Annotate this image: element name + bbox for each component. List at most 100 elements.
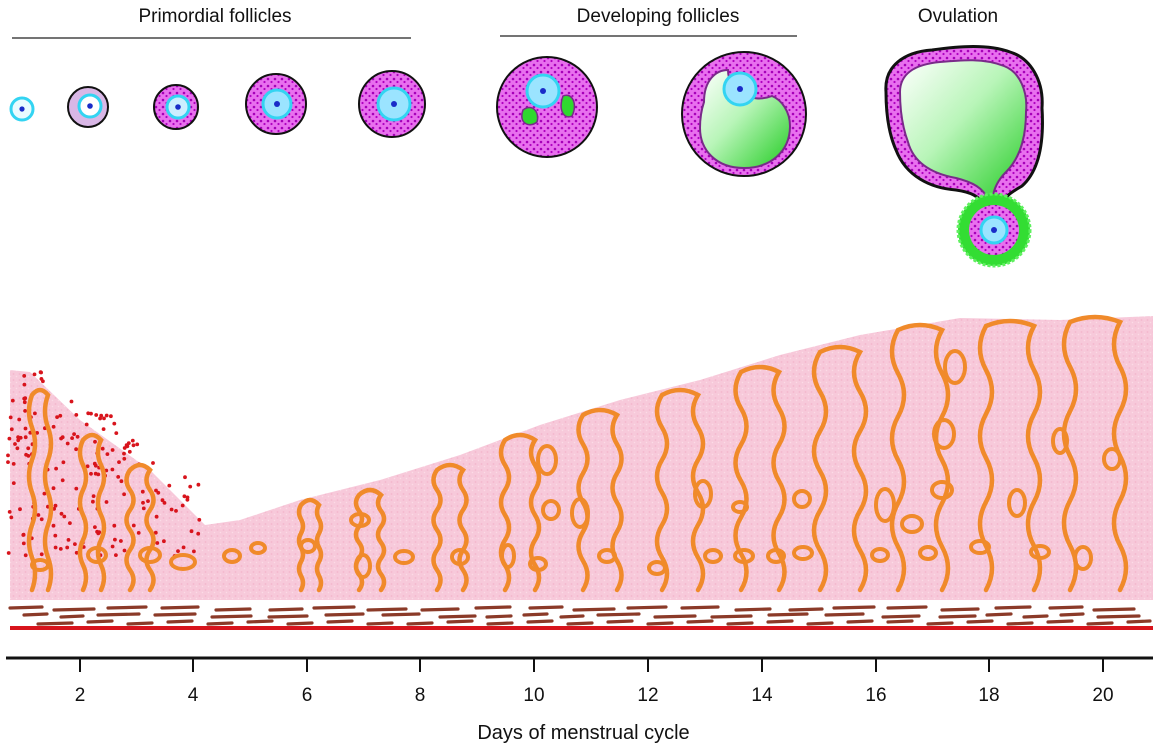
menstrual-blood-dot [22, 400, 27, 405]
menstrual-blood-dot [113, 537, 117, 542]
menstrual-blood-dot [6, 453, 10, 458]
basal-vessel [526, 619, 554, 624]
gland-cross-section [393, 549, 415, 565]
menstrual-blood-dot [18, 507, 22, 512]
basal-vessel [559, 614, 585, 619]
basal-vessel [646, 621, 674, 626]
menstrual-blood-dot [22, 374, 27, 378]
basal-vessel [994, 605, 1032, 610]
menstrual-blood-dot [23, 435, 28, 440]
menstrual-blood-dot [23, 553, 28, 558]
menstrual-blood-dot [151, 461, 155, 465]
developing-follicles-heading: Developing follicles [576, 6, 740, 27]
gland-cross-section [570, 497, 590, 529]
endometrial-gland [296, 497, 324, 593]
menstrual-blood-dot [162, 501, 167, 505]
x-axis-title: Days of menstrual cycle [477, 722, 690, 744]
menstrual-blood-dot [105, 452, 110, 456]
menstrual-blood-dot [11, 481, 16, 485]
basal-vessel [886, 619, 914, 624]
menstrual-blood-dot [89, 411, 93, 416]
menstrual-blood-dot [140, 489, 145, 494]
x-tick-label-20: 20 [1092, 685, 1113, 706]
x-tick-label-4: 4 [188, 685, 199, 706]
basal-vessel [153, 612, 197, 617]
basal-vessel [126, 621, 154, 626]
menstrual-blood-dot [92, 461, 97, 466]
x-tick-label-10: 10 [523, 685, 544, 706]
menstrual-blood-dot [93, 439, 97, 444]
menstrual-blood-dot [119, 479, 124, 484]
basal-vessel [1126, 619, 1152, 624]
basal-vessel [966, 619, 994, 624]
menstrual-blood-dot [197, 517, 202, 522]
basal-vessel [485, 614, 513, 619]
gland-cross-section [500, 543, 516, 569]
menstrual-blood-dot [21, 533, 26, 537]
basal-vessel [767, 612, 809, 617]
basal-vessel [366, 621, 394, 626]
menstrual-blood-dot [119, 539, 123, 543]
x-tick-label-12: 12 [637, 685, 658, 706]
menstrual-blood-dot [135, 442, 140, 447]
gland-cross-section [169, 553, 197, 571]
menstrual-blood-dot [11, 462, 16, 466]
menstrual-blood-dot [114, 553, 118, 557]
basal-vessel [166, 619, 194, 624]
basal-vessel [267, 614, 309, 619]
endometrial-gland [431, 462, 469, 593]
menstrual-blood-dot [21, 541, 26, 546]
menstrual-blood-dot [112, 421, 117, 426]
menstrual-blood-dot [93, 525, 97, 529]
menstrual-blood-dot [7, 436, 12, 441]
menstrual-blood-dot [59, 511, 64, 516]
menstrual-blood-dot [51, 523, 56, 528]
x-tick-label-6: 6 [302, 685, 313, 706]
basal-vessel [734, 607, 772, 612]
menstrual-blood-dot [23, 409, 27, 413]
basal-vessel [8, 605, 44, 610]
basal-vessel [1046, 619, 1074, 624]
gland-cross-section [138, 546, 162, 564]
menstrual-blood-dot [74, 413, 79, 417]
menstrual-blood-dot [122, 451, 126, 456]
endometrial-gland [498, 432, 542, 593]
menstrual-blood-dot [65, 545, 70, 550]
menstrual-blood-dot [116, 475, 121, 479]
ovulation-heading: Ovulation [917, 6, 999, 27]
x-tick-label-2: 2 [75, 685, 86, 706]
basal-vessel [214, 607, 252, 612]
x-tick-label-8: 8 [415, 685, 426, 706]
menstrual-blood-dot [75, 434, 80, 439]
menstrual-blood-dot [7, 510, 12, 514]
gland-cross-section [349, 512, 371, 528]
menstrual-blood-dot [9, 427, 14, 432]
basal-vessel [206, 621, 234, 626]
menstrual-blood-dot [65, 441, 70, 446]
gland-cross-section [450, 548, 470, 566]
menstrual-blood-dot [22, 396, 27, 401]
endometrial-gland [733, 364, 787, 593]
basal-vessel [606, 619, 634, 624]
menstrual-blood-dot [15, 446, 20, 451]
basal-vessel [985, 612, 1013, 617]
endometrium-tissue [10, 316, 1153, 600]
menstrual-blood-dot [176, 549, 180, 553]
menstrual-blood-dot [122, 456, 127, 461]
basal-vessel [710, 614, 753, 619]
menstrual-blood-dot [60, 478, 65, 483]
x-tick-label-16: 16 [865, 685, 886, 706]
basal-vessel [1006, 621, 1034, 626]
menstrual-blood-dot [55, 415, 59, 419]
primordial-follicle-5 [358, 70, 426, 138]
gland-cross-section [792, 545, 814, 561]
menstrual-blood-dot [58, 413, 63, 418]
basal-vessel [1048, 605, 1084, 610]
basal-vessel [766, 619, 794, 624]
basal-vessel [312, 605, 356, 610]
basal-vessel [926, 621, 954, 626]
menstrual-blood-dot [154, 488, 158, 493]
menstrual-blood-dot [110, 544, 115, 549]
menstrual-blood-dot [122, 492, 126, 497]
